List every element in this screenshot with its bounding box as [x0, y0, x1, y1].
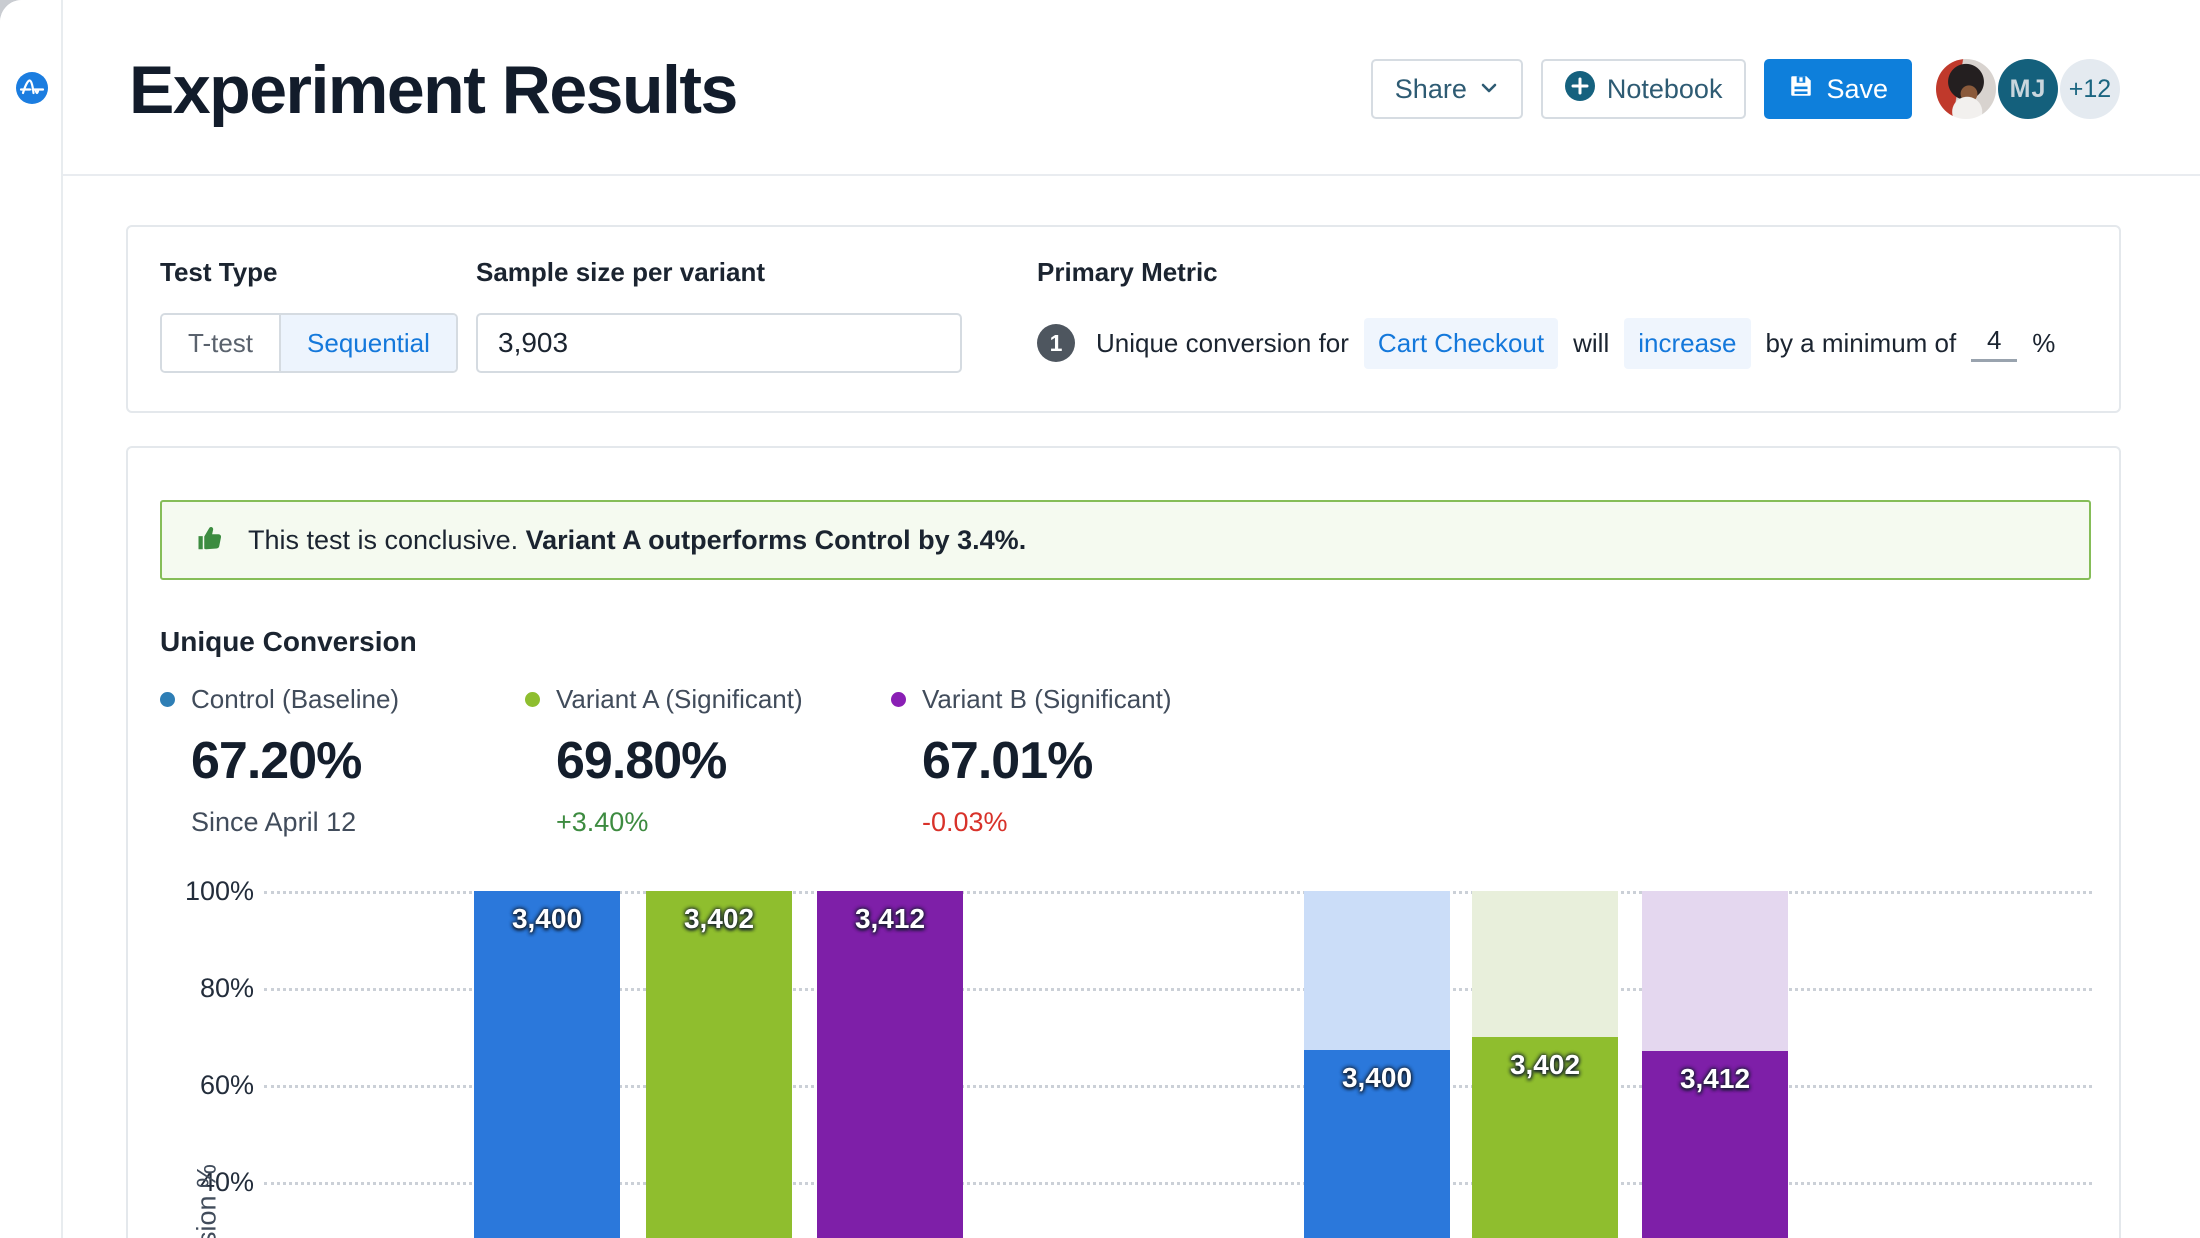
conversion-bar-chart: 100% 80% 60% 40% 3,400 3,402 3,412 3,400 3,402 3,…	[128, 876, 2119, 1238]
sample-size-label: Sample size per variant	[476, 257, 766, 287]
test-type-label: Test Type	[160, 257, 278, 287]
conclusive-banner: This test is conclusive. Variant A outpe…	[160, 500, 2091, 580]
legend-sub-control: Since April 12	[191, 807, 357, 837]
results-panel: This test is conclusive. Variant A outpe…	[126, 446, 2121, 1238]
bar-value-label: 3,402	[1509, 1049, 1581, 1081]
app-sidebar	[0, 0, 63, 1238]
avatar-overflow-badge[interactable]: +12	[2060, 59, 2120, 119]
legend-name-control: Control (Baseline)	[191, 684, 400, 714]
collaborator-avatars: MJ +12	[1936, 59, 2120, 119]
legend-dot-control	[160, 692, 175, 707]
bar-remainder-segment	[1472, 891, 1618, 1038]
sample-size-input[interactable]	[476, 313, 962, 373]
legend-sub-variant-b: -0.03%	[922, 807, 1008, 837]
y-tick-40: 40%	[199, 1167, 254, 1197]
metric-text-before: Unique conversion for	[1096, 327, 1349, 358]
bar-value-label: 3,400	[511, 903, 583, 934]
bar-variant-a-group2[interactable]: 3,402	[1472, 891, 1618, 1238]
gridline-80	[264, 988, 2092, 991]
bar-variant-a-group1[interactable]: 3,402	[646, 891, 792, 1238]
plus-circle-icon	[1564, 70, 1595, 108]
y-tick-100: 100%	[184, 876, 254, 906]
legend-sub-variant-a: +3.40%	[556, 807, 649, 837]
bar-control-group2[interactable]: 3,400	[1304, 891, 1450, 1238]
legend-variant-b: Variant B (Significant) 67.01% -0.03%	[891, 684, 1172, 838]
legend-name-variant-a: Variant A (Significant)	[556, 684, 803, 714]
test-type-option-sequential[interactable]: Sequential	[279, 315, 456, 371]
legend-name-variant-b: Variant B (Significant)	[922, 684, 1172, 714]
metric-direction-chip[interactable]: increase	[1624, 317, 1751, 369]
metric-event-chip[interactable]: Cart Checkout	[1363, 317, 1559, 369]
legend-value-variant-a: 69.80%	[556, 732, 727, 790]
bar-value-label: 3,412	[854, 903, 926, 934]
bar-filled-segment	[1304, 1050, 1450, 1238]
bar-value-label: 3,400	[1341, 1062, 1413, 1094]
legend-value-variant-b: 67.01%	[922, 732, 1093, 790]
chevron-down-icon	[1479, 74, 1499, 105]
gridline-100	[264, 891, 2092, 894]
metric-index-badge: 1	[1037, 324, 1075, 362]
legend-dot-variant-b	[891, 692, 906, 707]
metric-threshold-input[interactable]: 4	[1971, 325, 2018, 362]
banner-text-bold: Variant A outperforms Control by 3.4%.	[525, 524, 1027, 555]
gridline-40	[264, 1182, 2092, 1185]
y-tick-60: 60%	[199, 1070, 254, 1100]
section-title: Unique Conversion	[160, 626, 417, 657]
notebook-button-label: Notebook	[1606, 73, 1723, 104]
bar-value-label: 3,412	[1679, 1063, 1751, 1094]
y-axis-title: Conversion %	[192, 1164, 223, 1238]
page-title: Experiment Results	[129, 52, 738, 128]
primary-metric-row: 1 Unique conversion for Cart Checkout wi…	[1037, 313, 2055, 373]
save-button[interactable]: Save	[1764, 59, 1912, 119]
bar-filled-segment	[817, 891, 963, 1238]
share-button[interactable]: Share	[1370, 59, 1523, 119]
test-type-segmented-control: T-test Sequential	[160, 313, 458, 373]
bar-control-group1[interactable]: 3,400	[474, 891, 620, 1238]
legend-value-control: 67.20%	[191, 732, 362, 790]
bar-filled-segment	[1472, 1037, 1618, 1238]
avatar-photo[interactable]	[1936, 59, 1996, 119]
notebook-button[interactable]: Notebook	[1540, 59, 1747, 119]
bar-filled-segment	[474, 891, 620, 1238]
save-button-label: Save	[1826, 73, 1888, 104]
share-button-label: Share	[1394, 73, 1467, 104]
bar-remainder-segment	[1304, 891, 1450, 1051]
bar-variant-b-group2[interactable]: 3,412	[1642, 891, 1788, 1238]
test-config-panel: Test Type T-test Sequential Sample size …	[126, 225, 2121, 413]
legend-control: Control (Baseline) 67.20% Since April 12	[160, 684, 399, 838]
legend-variant-a: Variant A (Significant) 69.80% +3.40%	[525, 684, 803, 838]
test-type-option-t-test[interactable]: T-test	[162, 315, 280, 371]
metric-threshold-unit: %	[2032, 327, 2056, 358]
primary-metric-label: Primary Metric	[1037, 257, 1218, 287]
floppy-disk-icon	[1788, 73, 1814, 106]
header-actions: Share Notebook Save	[1370, 59, 2120, 119]
metric-text-after: by a minimum of	[1765, 327, 1957, 358]
metric-text-middle: will	[1573, 327, 1610, 358]
y-tick-80: 80%	[199, 973, 254, 1003]
legend-dot-variant-a	[525, 692, 540, 707]
sample-size-control	[476, 313, 962, 373]
bar-remainder-segment	[1642, 891, 1788, 1051]
bar-value-label: 3,402	[683, 903, 755, 934]
thumbs-up-icon	[196, 523, 226, 558]
bar-filled-segment	[646, 891, 792, 1238]
test-type-control: T-test Sequential	[160, 313, 458, 373]
gridline-60	[264, 1085, 2092, 1088]
banner-text: This test is conclusive. Variant A outpe…	[248, 525, 1026, 556]
amplitude-logo-icon[interactable]	[16, 72, 48, 104]
avatar-initials[interactable]: MJ	[1998, 59, 2058, 119]
bar-variant-b-group1[interactable]: 3,412	[817, 891, 963, 1238]
bar-filled-segment	[1642, 1051, 1788, 1238]
header-divider	[63, 174, 2200, 176]
banner-text-normal: This test is conclusive.	[248, 524, 519, 555]
